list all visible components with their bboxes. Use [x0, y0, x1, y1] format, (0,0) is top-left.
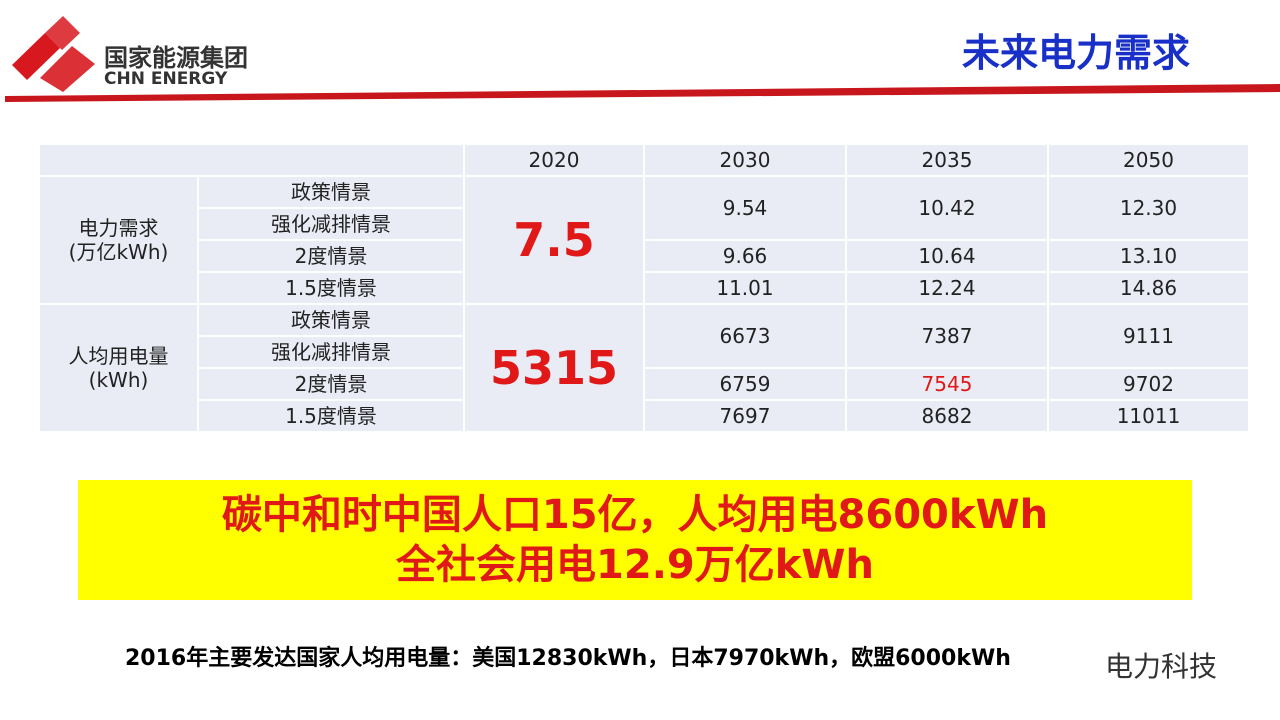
banner-line: 碳中和时中国人口15亿，人均用电8600kWh — [221, 492, 1049, 538]
scenario: 强化减排情景 — [197, 335, 465, 369]
highlight-banner: 碳中和时中国人口15亿，人均用电8600kWh 全社会用电12.9万亿kWh — [78, 480, 1192, 600]
value-cell: 7387 — [845, 303, 1049, 369]
base-value: 5315 — [463, 303, 645, 433]
header-rule — [5, 84, 1280, 102]
scenario: 政策情景 — [197, 303, 465, 337]
logo — [12, 16, 95, 92]
table-row: 人均用电量 (kWh) 政策情景 5315 6673 7387 9111 — [38, 303, 1250, 433]
value-cell: 6673 — [643, 303, 847, 369]
value-cell: 11.01 — [643, 271, 847, 305]
slide-title: 未来电力需求 — [962, 31, 1191, 75]
header-graphics — [5, 16, 1280, 102]
table-row: 1.5度情景 7697 8682 11011 — [39, 399, 1250, 433]
value-cell: 11011 — [1047, 399, 1250, 433]
base-value: 7.5 — [463, 175, 645, 305]
corner-cell — [38, 143, 465, 177]
value-cell: 9702 — [1047, 367, 1250, 401]
group-label-line: 人均用电量 — [68, 344, 169, 368]
value-cell: 6759 — [643, 367, 847, 401]
scenario: 2度情景 — [197, 239, 465, 273]
table-row: 电力需求 (万亿kWh) 政策情景 7.5 9.54 10.42 12.30 — [38, 175, 1250, 305]
value-cell: 14.86 — [1047, 271, 1250, 305]
scenario: 1.5度情景 — [197, 399, 465, 433]
value-cell: 12.24 — [845, 271, 1049, 305]
table-row: 强化减排情景 — [39, 207, 1249, 241]
group-label-line: (万亿kWh) — [68, 240, 169, 264]
company-en: CHN ENERGY — [104, 69, 228, 89]
year-header: 2020 — [463, 143, 645, 177]
table-row: 2度情景 6759 7545 9702 — [39, 367, 1250, 401]
value-cell: 9.54 — [643, 175, 847, 241]
group-label: 电力需求 (万亿kWh) — [38, 175, 199, 305]
value-cell: 10.64 — [845, 239, 1049, 273]
scenario: 强化减排情景 — [197, 207, 465, 241]
banner-line: 全社会用电12.9万亿kWh — [396, 542, 874, 588]
table-row: 2度情景 9.66 10.64 13.10 — [39, 239, 1250, 273]
value-cell: 8682 — [845, 399, 1049, 433]
year-header: 2050 — [1047, 143, 1250, 177]
table-row: 1.5度情景 11.01 12.24 14.86 — [39, 271, 1250, 305]
group-label-line: 电力需求 — [78, 216, 159, 240]
footnote: 2016年主要发达国家人均用电量：美国12830kWh，日本7970kWh，欧盟… — [125, 646, 1011, 671]
value-cell: 7697 — [643, 399, 847, 433]
scenario: 政策情景 — [197, 175, 465, 209]
year-header: 2030 — [643, 143, 847, 177]
scenario: 1.5度情景 — [197, 271, 465, 305]
data-table: 2020 2030 2035 2050 电力需求 (万亿kWh) 政策情景 7.5 9.54 10… — [38, 143, 1250, 433]
table-row: 强化减排情景 — [39, 335, 1249, 369]
group-label: 人均用电量 (kWh) — [38, 303, 199, 433]
watermark: 电力科技 — [1105, 645, 1218, 685]
year-header: 2035 — [845, 143, 1049, 177]
value-cell: 9.66 — [643, 239, 847, 273]
company-cn: 国家能源集团 — [104, 44, 248, 72]
value-cell: 12.30 — [1047, 175, 1250, 241]
scenario: 2度情景 — [197, 367, 465, 401]
group-label-line: (kWh) — [88, 368, 149, 392]
value-cell: 7545 — [845, 367, 1049, 401]
value-cell: 9111 — [1047, 303, 1250, 369]
value-cell: 10.42 — [845, 175, 1049, 241]
value-cell: 13.10 — [1047, 239, 1250, 273]
